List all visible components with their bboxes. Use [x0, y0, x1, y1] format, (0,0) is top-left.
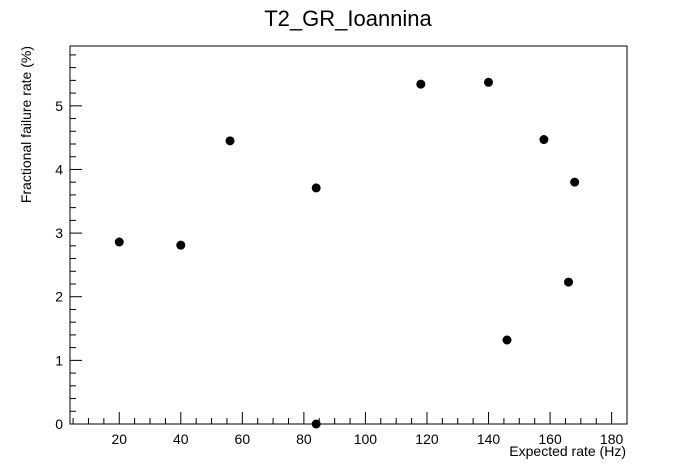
x-tick-label: 120: [415, 431, 439, 447]
data-point: [484, 77, 494, 87]
x-axis-label: Expected rate (Hz): [509, 443, 626, 459]
data-point: [564, 277, 574, 287]
axis-tick-labels: 20 40 60 80 100 120 140 160 180 0 1 2 3 4 5: [55, 98, 623, 447]
y-axis-label: Fractional failure rate (%): [18, 46, 34, 203]
x-tick-label: 140: [477, 431, 501, 447]
plot-frame: [69, 45, 628, 425]
y-tick-label: 2: [55, 289, 63, 305]
y-tick-label: 0: [55, 416, 63, 432]
x-tick-label: 180: [600, 431, 624, 447]
data-points: [114, 77, 580, 429]
data-point: [311, 183, 321, 193]
data-point: [176, 240, 186, 250]
chart-title: T2_GR_Ioannina: [264, 6, 432, 31]
axis-ticks: [70, 54, 628, 425]
data-point: [311, 419, 321, 429]
x-tick-label: 60: [235, 431, 251, 447]
y-tick-label: 4: [55, 161, 63, 177]
y-tick-label: 3: [55, 225, 63, 241]
data-point: [539, 135, 549, 145]
x-tick-label: 80: [296, 431, 312, 447]
data-point: [114, 237, 124, 247]
x-tick-label: 100: [354, 431, 378, 447]
y-tick-label: 1: [55, 352, 63, 368]
x-tick-label: 40: [173, 431, 189, 447]
data-point: [225, 136, 235, 146]
x-tick-label: 160: [538, 431, 562, 447]
y-tick-label: 5: [55, 98, 63, 114]
data-point: [502, 335, 512, 345]
data-point: [570, 177, 580, 187]
x-tick-label: 20: [111, 431, 127, 447]
data-point: [416, 79, 426, 89]
